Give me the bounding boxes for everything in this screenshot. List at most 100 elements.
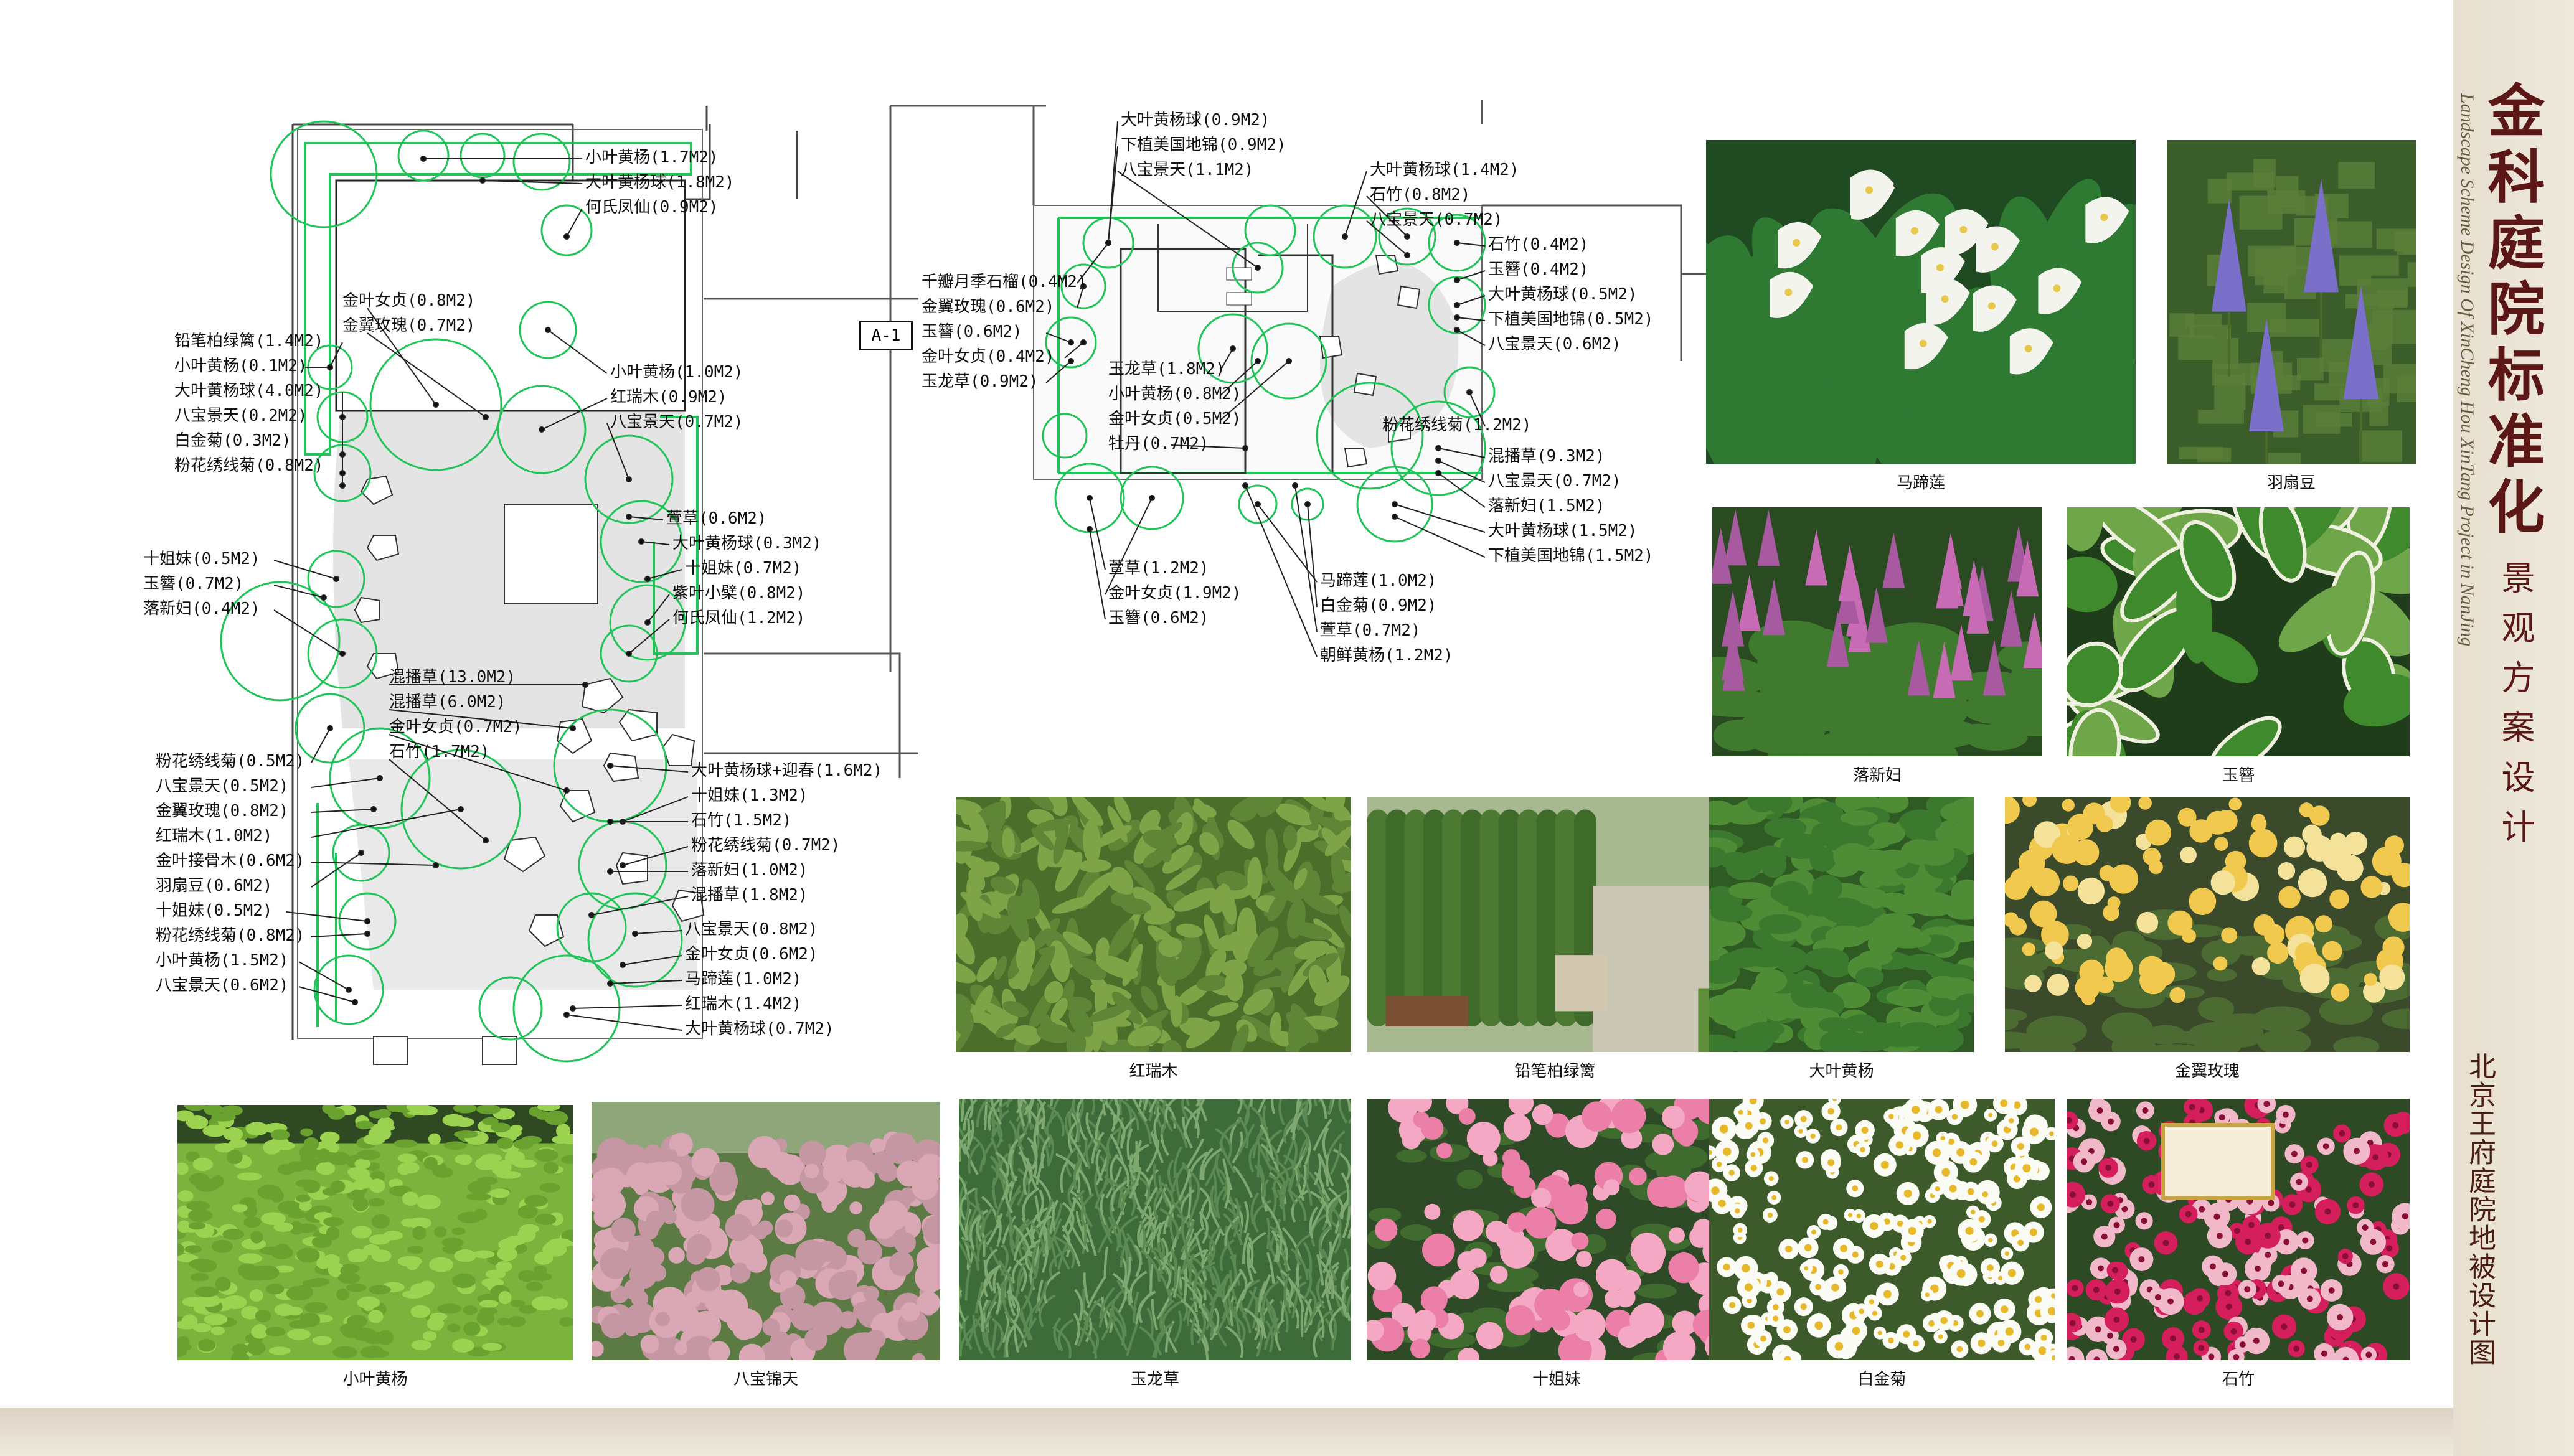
plant-label: 石竹(0.4M2): [1488, 235, 1589, 254]
plant-photo: 玉龙草: [959, 1099, 1351, 1391]
plant-photo-caption: 玉龙草: [1130, 1370, 1179, 1389]
plant-label: 萱草(0.6M2): [666, 509, 767, 528]
plant-label: 红瑞木(1.4M2): [685, 995, 802, 1013]
plant-label: 粉花绣线菊(0.8M2): [174, 456, 324, 475]
plant-label: 粉花绣线菊(0.5M2): [156, 752, 305, 771]
plant-photo-image: [1709, 797, 1974, 1052]
plant-label: 紫叶小檗(0.8M2): [672, 584, 806, 603]
plant-photo: 十姐妹: [1367, 1099, 1747, 1391]
plant-label: 小叶黄杨(0.8M2): [1108, 385, 1242, 403]
plant-photo-image: [1367, 1099, 1747, 1360]
plant-label: 混播草(6.0M2): [389, 693, 506, 712]
plant-photo-caption: 羽扇豆: [2266, 474, 2316, 492]
plant-photo: 落新妇: [1712, 507, 2042, 787]
plant-photo: 铅笔柏绿篱: [1367, 797, 1743, 1083]
right-plan-drawing: [889, 100, 1712, 672]
plant-label: 朝鲜黄杨(1.2M2): [1320, 646, 1453, 665]
plant-label: 十姐妹(0.5M2): [143, 550, 260, 568]
plant-label: 玉簪(0.6M2): [922, 322, 1022, 341]
plant-photo-caption: 十姐妹: [1532, 1370, 1581, 1389]
plant-label: 千瓣月季石榴(0.4M2): [922, 273, 1087, 291]
plant-label: 玉簪(0.4M2): [1488, 260, 1589, 279]
plant-photo-caption: 铅笔柏绿篱: [1514, 1062, 1596, 1081]
plant-label: 石竹(0.8M2): [1370, 186, 1471, 204]
plant-photo-image: [1709, 1099, 2055, 1360]
plant-label: 大叶黄杨球(0.3M2): [672, 534, 822, 553]
plant-label: 白金菊(0.9M2): [1320, 596, 1437, 615]
right-planting-plan: A-1 大叶黄杨球(0.9M2) 下植美国地锦(0.9M2) 八宝景天(1.1M2)…: [859, 100, 1712, 679]
plant-label: 小叶黄杨(1.0M2): [610, 363, 743, 382]
plant-label: 大叶黄杨球(0.5M2): [1488, 285, 1638, 304]
plant-label: 大叶黄杨球(0.7M2): [685, 1020, 834, 1038]
plant-label: 落新妇(1.5M2): [1488, 497, 1605, 515]
section-tag: A-1: [859, 321, 913, 350]
plant-label: 粉花绣线菊(0.8M2): [156, 926, 305, 945]
plant-photo: 马蹄莲: [1706, 140, 2136, 495]
plant-label: 混播草(1.8M2): [691, 886, 808, 904]
plant-photo-image: [2067, 1099, 2410, 1360]
plant-label: 混播草(9.3M2): [1488, 447, 1605, 466]
plant-label: 混播草(13.0M2): [389, 668, 516, 687]
plant-photo-image: [2067, 507, 2410, 756]
plant-photo: 玉簪: [2067, 507, 2410, 787]
plant-photo-image: [1706, 140, 2136, 464]
left-planting-plan: 小叶黄杨(1.7M2) 大叶黄杨球(1.8M2) 何氏凤仙(0.9M2) 小叶黄杨(1…: [137, 106, 922, 1077]
plant-photo-caption: 白金菊: [1857, 1370, 1907, 1389]
plant-photo-caption: 金翼玫瑰: [2174, 1062, 2240, 1081]
plant-photo: 石竹: [2067, 1099, 2410, 1391]
plant-label: 大叶黄杨球+迎春(1.6M2): [691, 761, 883, 780]
plant-photo-image: [1367, 797, 1743, 1052]
plant-label: 大叶黄杨球(1.5M2): [1488, 522, 1638, 540]
plant-label: 粉花绣线菊(1.2M2): [1382, 416, 1532, 434]
plant-label: 金叶女贞(0.8M2): [342, 291, 476, 310]
plant-label: 金叶女贞(1.9M2): [1108, 584, 1242, 603]
left-plan-drawing: [220, 106, 918, 1065]
plant-photo-caption: 小叶黄杨: [342, 1370, 408, 1389]
plant-label: 萱草(0.7M2): [1320, 621, 1421, 640]
plant-label: 十姐妹(0.7M2): [685, 559, 802, 578]
plant-photo: 白金菊: [1709, 1099, 2055, 1391]
plant-label: 金叶女贞(0.7M2): [389, 718, 522, 736]
plant-label: 红瑞木(0.9M2): [610, 388, 727, 406]
plant-label: 下植美国地锦(1.5M2): [1488, 547, 1654, 565]
plant-label: 玉簪(0.6M2): [1108, 609, 1209, 627]
plant-photo-caption: 落新妇: [1852, 766, 1902, 785]
plant-label: 大叶黄杨球(0.9M2): [1121, 111, 1270, 129]
plant-photo-image: [959, 1099, 1351, 1360]
plant-photo: 小叶黄杨: [177, 1105, 573, 1391]
plant-label: 八宝景天(0.7M2): [1370, 210, 1503, 229]
plant-label: 玉簪(0.7M2): [143, 575, 244, 593]
plant-label: 八宝景天(0.5M2): [156, 777, 289, 796]
plant-label: 大叶黄杨球(1.4M2): [1370, 161, 1519, 179]
plant-label: 石竹(1.7M2): [389, 743, 490, 761]
plant-label: 金翼玫瑰(0.6M2): [922, 298, 1055, 316]
plant-photo-caption: 石竹: [2222, 1370, 2255, 1389]
side-title: 北京王府庭院地被设计图: [2464, 1052, 2496, 1367]
plant-label: 何氏凤仙(0.9M2): [585, 198, 719, 217]
plant-photo-caption: 红瑞木: [1129, 1062, 1178, 1081]
plant-label: 羽扇豆(0.6M2): [156, 876, 273, 895]
plant-photo-image: [2167, 140, 2416, 464]
plant-label: 玉龙草(0.9M2): [922, 372, 1039, 391]
plant-label: 八宝景天(0.2M2): [174, 406, 308, 425]
plant-label: 金翼玫瑰(0.7M2): [342, 316, 476, 335]
plant-label: 牡丹(0.7M2): [1108, 434, 1209, 453]
plant-label: 下植美国地锦(0.9M2): [1121, 136, 1286, 154]
plant-photo-image: [592, 1102, 940, 1360]
main-title: 金科庭院标准化: [2478, 81, 2545, 543]
plant-photo-image: [956, 797, 1351, 1052]
plant-label: 十姐妹(0.5M2): [156, 901, 273, 920]
plant-photo-caption: 玉簪: [2222, 766, 2255, 785]
plant-label: 八宝景天(0.7M2): [1488, 472, 1621, 491]
plant-label: 十姐妹(1.3M2): [691, 786, 808, 805]
plant-label: 八宝景天(0.6M2): [156, 976, 289, 995]
plant-label: 小叶黄杨(1.5M2): [156, 951, 289, 970]
plant-label: 金叶接骨木(0.6M2): [156, 852, 305, 870]
plant-photo-image: [177, 1105, 573, 1360]
plant-photo: 羽扇豆: [2167, 140, 2416, 495]
sub-title: 景观方案设计: [2496, 560, 2535, 859]
plant-label: 八宝景天(0.8M2): [685, 920, 818, 939]
plant-photo: 大叶黄杨: [1709, 797, 1974, 1083]
title-sidebar: [2453, 0, 2574, 1456]
plant-label: 何氏凤仙(1.2M2): [672, 609, 806, 627]
